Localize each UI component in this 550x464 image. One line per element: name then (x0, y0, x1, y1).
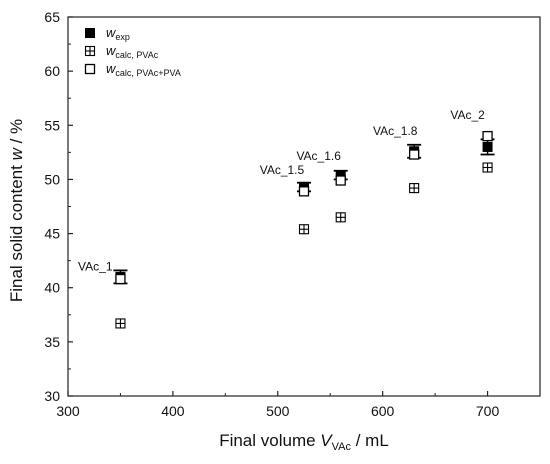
point-annotation: VAc_2 (450, 108, 485, 122)
data-point (298, 186, 310, 197)
data-point (335, 175, 346, 186)
legend-label: wcalc, PVAc (106, 43, 159, 60)
point-annotation: VAc_1 (78, 259, 113, 273)
y-tick-label: 45 (44, 226, 60, 242)
y-tick-label: 40 (44, 280, 60, 296)
data-point (335, 170, 346, 181)
x-tick-label: 300 (56, 403, 80, 419)
legend-marker (85, 28, 95, 38)
y-axis: 30 35 40 45 50 55 60 65 (44, 9, 73, 404)
data-point (482, 130, 493, 142)
data-point (482, 162, 493, 173)
y-tick-label: 60 (44, 63, 60, 79)
point-annotation: VAc_1.6 (296, 149, 341, 163)
point-annotation: VAc_1.5 (260, 163, 305, 177)
x-tick-label: 500 (266, 403, 290, 419)
y-tick-label: 35 (44, 334, 60, 350)
data-point (482, 141, 493, 152)
y-axis-title: Final solid content w / % (7, 119, 26, 302)
y-tick-label: 55 (44, 117, 60, 133)
y-tick-label: 30 (44, 388, 60, 404)
x-axis: 300 400 500 600 700 (56, 391, 499, 419)
data-point (298, 224, 310, 235)
data-point (408, 149, 420, 160)
data-point (335, 212, 346, 223)
x-axis-title: Final volume VVAc / mL (219, 431, 389, 453)
x-tick-label: 600 (371, 403, 395, 419)
data-point (115, 273, 126, 285)
legend-marker (84, 45, 96, 57)
legend-marker (84, 63, 96, 75)
data-point (409, 183, 420, 194)
y-tick-label: 50 (44, 171, 60, 187)
legend-label: wexp (106, 25, 130, 42)
data-point (115, 318, 126, 329)
x-tick-label: 400 (161, 403, 185, 419)
data-marks (113, 130, 495, 329)
x-tick-label: 700 (476, 403, 500, 419)
y-tick-label: 65 (44, 9, 60, 25)
legend-label: wcalc, PVAc+PVA (106, 61, 181, 78)
point-annotation: VAc_1.8 (373, 124, 418, 138)
